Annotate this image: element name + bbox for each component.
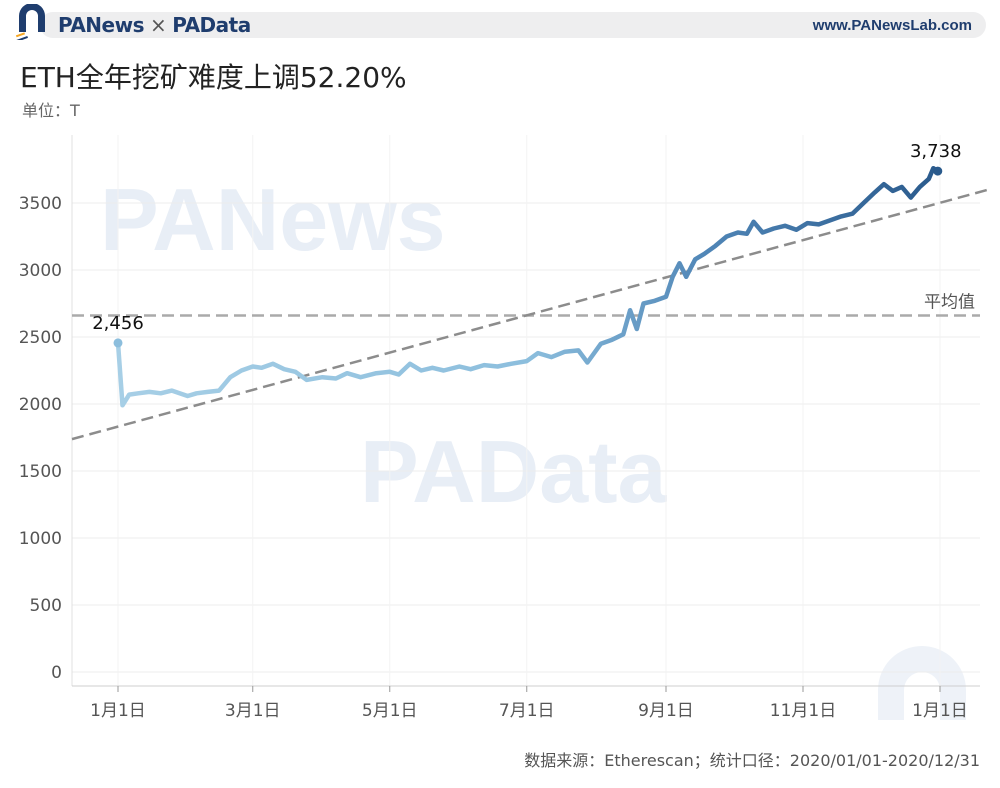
- y-tick-label: 3500: [19, 194, 62, 214]
- y-tick-label: 500: [30, 596, 62, 616]
- chart-title: ETH全年挖矿难度上调52.20%: [20, 61, 407, 94]
- x-tick-label: 11月1日: [770, 701, 836, 721]
- source-note: 数据来源：Etherescan；统计口径：2020/01/01-2020/12/…: [524, 751, 980, 770]
- y-tick-label: 1000: [19, 529, 62, 549]
- y-tick-label: 2000: [19, 395, 62, 415]
- x-tick-label: 1月1日: [90, 701, 146, 721]
- x-tick-label: 3月1日: [225, 701, 281, 721]
- annotation-label: 3,738: [910, 141, 962, 162]
- watermark-logo-icon: [878, 646, 966, 720]
- x-tick-label: 9月1日: [638, 701, 694, 721]
- unit-label: 单位：T: [22, 101, 80, 120]
- x-tick-label: 7月1日: [499, 701, 555, 721]
- annotation-point: [113, 338, 123, 348]
- header-bar: [40, 12, 986, 38]
- average-line-label: 平均值: [924, 293, 975, 313]
- annotation-label: 2,456: [92, 313, 144, 334]
- annotation-point: [933, 166, 943, 176]
- brand-panews: PANews: [58, 13, 144, 37]
- series-line-1: [115, 261, 689, 408]
- trend-line: [71, 187, 991, 441]
- y-tick-label: 1500: [19, 462, 62, 482]
- y-tick-label: 0: [51, 663, 62, 683]
- x-tick-label: 5月1日: [362, 701, 418, 721]
- watermark-panews: PANews: [100, 170, 446, 269]
- website-url[interactable]: www.PANewsLab.com: [812, 17, 972, 34]
- y-tick-label: 2500: [19, 328, 62, 348]
- panews-logo-icon: [15, 4, 45, 40]
- series-line-2: [683, 165, 941, 279]
- x-tick-label: 1月1日: [912, 701, 968, 721]
- brand-separator: ×: [149, 13, 167, 37]
- brand-logo-text: PANews × PAData: [58, 13, 251, 37]
- brand-padata: PAData: [172, 13, 251, 37]
- y-tick-label: 3000: [19, 261, 62, 281]
